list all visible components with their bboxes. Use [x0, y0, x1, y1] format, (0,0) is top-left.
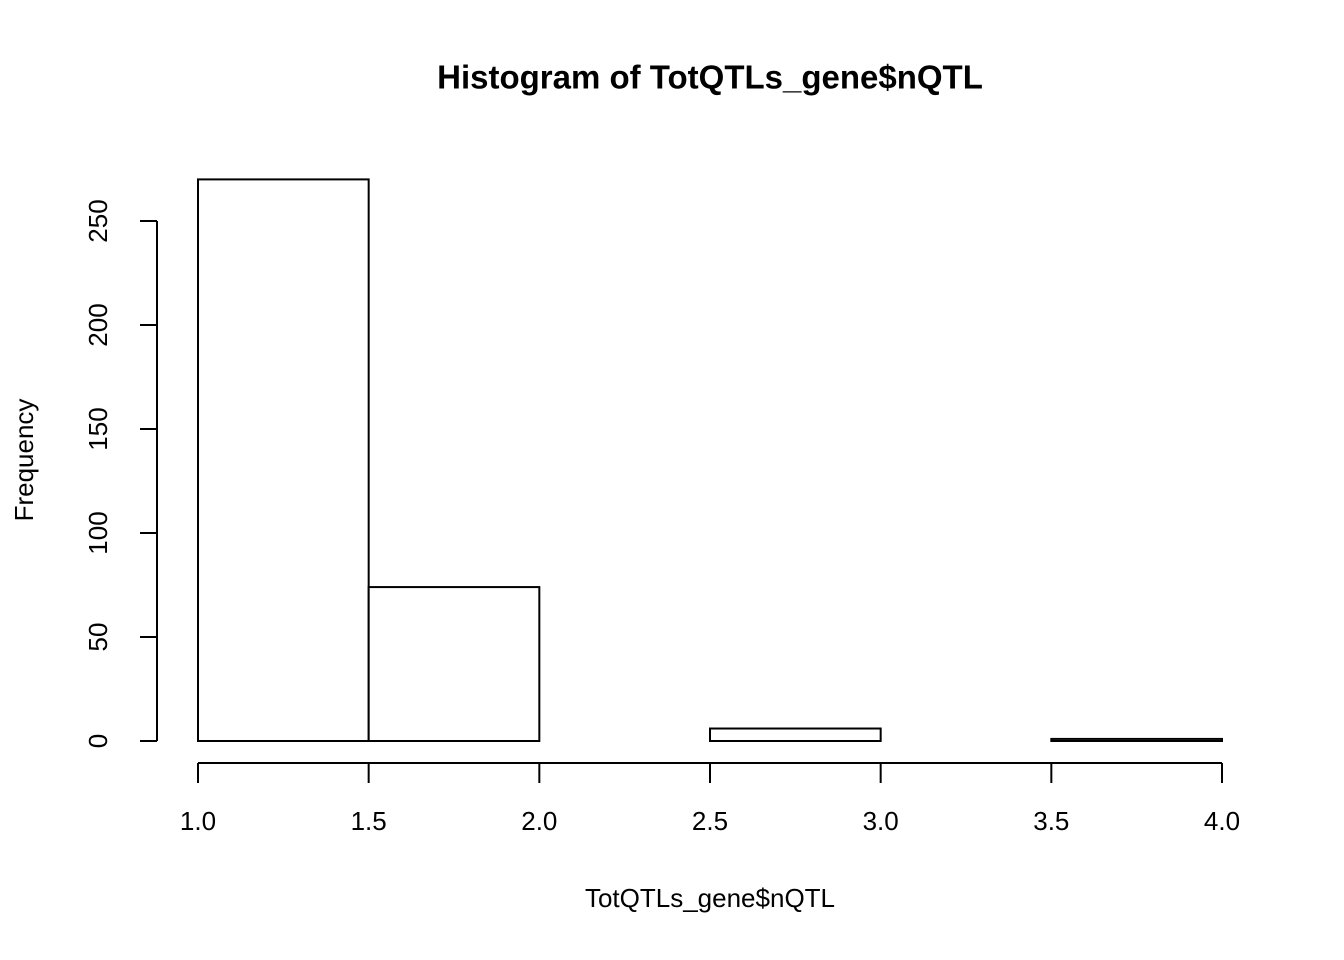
y-tick-label: 0: [83, 734, 113, 748]
x-tick-label: 1.5: [351, 806, 387, 836]
x-tick-label: 3.5: [1033, 806, 1069, 836]
y-tick-label: 50: [83, 623, 113, 652]
x-tick-label: 2.5: [692, 806, 728, 836]
chart-title: Histogram of TotQTLs_gene$nQTL: [437, 59, 983, 96]
x-axis-label: TotQTLs_gene$nQTL: [585, 883, 835, 913]
bar: [197, 178, 370, 742]
x-tick-label: 2.0: [521, 806, 557, 836]
bar: [367, 586, 541, 743]
y-axis-label: Frequency: [9, 399, 39, 522]
y-tick-label: 100: [83, 511, 113, 554]
y-tick-label: 150: [83, 407, 113, 450]
y-tick-label: 250: [83, 199, 113, 242]
bar: [709, 727, 882, 743]
y-tick-label: 200: [83, 303, 113, 346]
bar: [1050, 737, 1224, 742]
x-tick-label: 1.0: [180, 806, 216, 836]
x-tick-label: 3.0: [863, 806, 899, 836]
x-tick-label: 4.0: [1204, 806, 1240, 836]
